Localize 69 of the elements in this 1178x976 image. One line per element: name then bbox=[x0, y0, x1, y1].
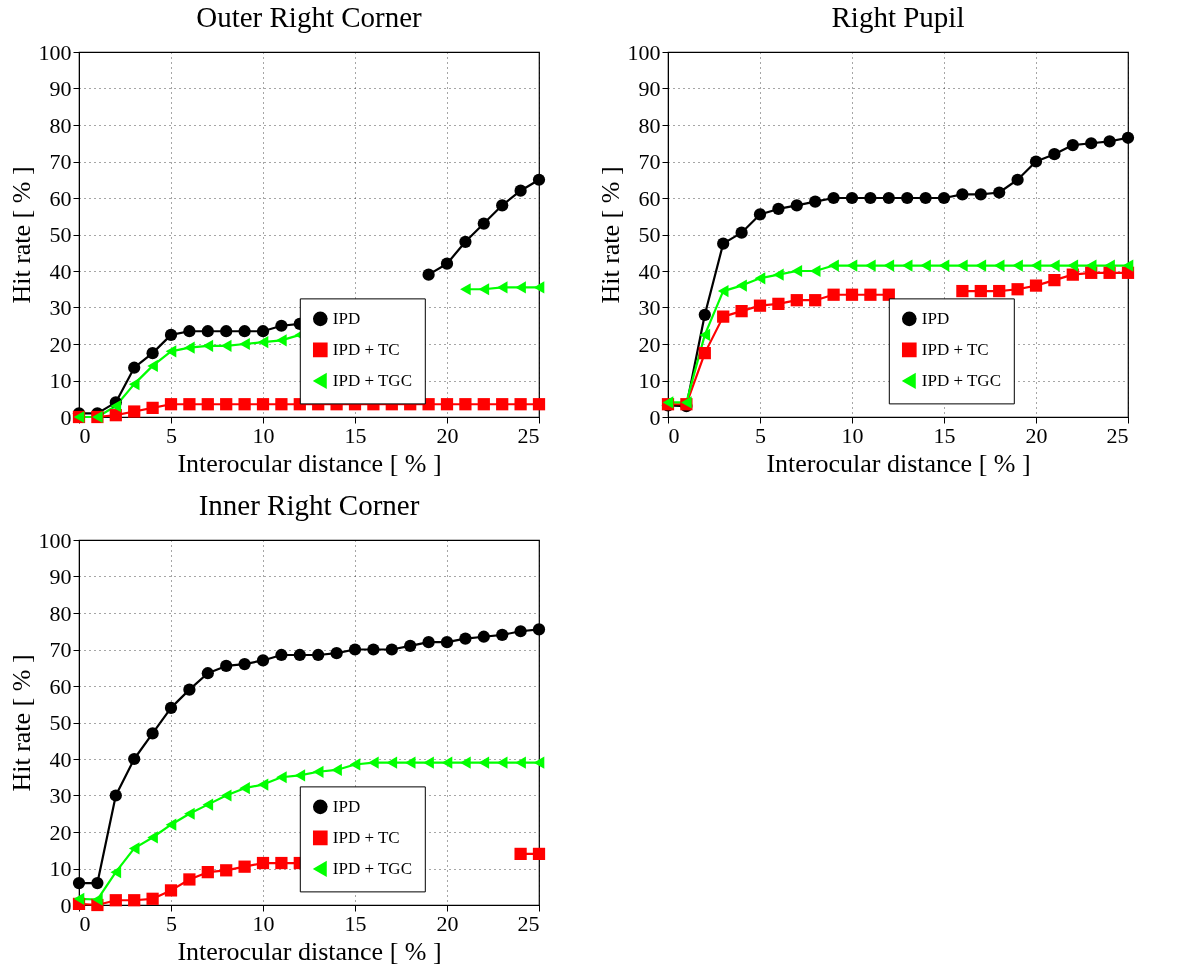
x-tick-label: 5 bbox=[755, 422, 766, 448]
y-tick-label: 20 bbox=[638, 331, 661, 357]
y-tick-label: 0 bbox=[649, 404, 661, 430]
y-tick-label: 40 bbox=[49, 258, 72, 284]
x-tick-label: 5 bbox=[166, 910, 177, 936]
x-tick-label: 0 bbox=[668, 422, 680, 448]
legend-label: IPD + TGC bbox=[921, 370, 1001, 390]
y-tick-label: 30 bbox=[49, 295, 72, 320]
y-tick-label: 70 bbox=[638, 149, 661, 174]
x-tick-label: 25 bbox=[517, 422, 540, 448]
y-tick-label: 40 bbox=[638, 258, 661, 284]
y-tick-label: 80 bbox=[49, 112, 72, 138]
y-tick-label: 100 bbox=[38, 527, 72, 553]
x-tick-label: 20 bbox=[1025, 422, 1048, 448]
y-tick-label: 60 bbox=[638, 185, 661, 211]
legend-label: IPD bbox=[921, 308, 950, 328]
y-tick-label: 20 bbox=[49, 819, 72, 845]
x-tick-label: 15 bbox=[933, 422, 956, 448]
y-tick-label: 10 bbox=[49, 368, 72, 393]
y-tick-label: 30 bbox=[49, 783, 72, 808]
chart-title: Inner Right Corner bbox=[198, 489, 420, 521]
legend-label: IPD + TGC bbox=[332, 858, 412, 878]
x-tick-label: 15 bbox=[344, 910, 367, 936]
x-tick-label: 15 bbox=[344, 422, 367, 448]
y-axis-title: Hit rate [ % ] bbox=[6, 654, 36, 792]
y-tick-label: 50 bbox=[49, 222, 72, 247]
y-tick-label: 40 bbox=[49, 746, 72, 772]
x-tick-label: 20 bbox=[436, 910, 459, 936]
x-tick-label: 25 bbox=[517, 910, 540, 936]
y-tick-label: 50 bbox=[638, 222, 661, 247]
chart-title: Right Pupil bbox=[831, 1, 965, 33]
y-tick-label: 10 bbox=[638, 368, 661, 393]
y-tick-label: 80 bbox=[49, 600, 72, 626]
legend-label: IPD + TC bbox=[921, 339, 989, 359]
legend-label: IPD + TC bbox=[332, 827, 400, 847]
y-tick-label: 90 bbox=[49, 564, 72, 589]
y-axis-title: Hit rate [ % ] bbox=[595, 166, 625, 304]
y-tick-label: 60 bbox=[49, 185, 72, 211]
x-tick-label: 10 bbox=[252, 910, 275, 936]
x-tick-label: 20 bbox=[436, 422, 459, 448]
y-tick-label: 70 bbox=[49, 637, 72, 662]
x-tick-label: 10 bbox=[252, 422, 275, 448]
chart-title: Outer Right Corner bbox=[196, 1, 423, 33]
x-axis-title: Interocular distance [ % ] bbox=[177, 936, 442, 966]
y-tick-label: 90 bbox=[49, 76, 72, 101]
x-tick-label: 0 bbox=[79, 910, 91, 936]
y-tick-label: 90 bbox=[638, 76, 661, 101]
y-tick-label: 70 bbox=[49, 149, 72, 174]
y-tick-label: 0 bbox=[60, 892, 72, 918]
y-tick-label: 0 bbox=[60, 404, 72, 430]
legend-label: IPD bbox=[332, 308, 361, 328]
x-tick-label: 10 bbox=[841, 422, 864, 448]
y-tick-label: 10 bbox=[49, 856, 72, 881]
y-axis-title: Hit rate [ % ] bbox=[6, 166, 36, 304]
y-tick-label: 60 bbox=[49, 673, 72, 699]
legend-label: IPD + TC bbox=[332, 339, 400, 359]
legend-label: IPD bbox=[332, 796, 361, 816]
x-axis-title: Interocular distance [ % ] bbox=[177, 448, 442, 478]
x-tick-label: 5 bbox=[166, 422, 177, 448]
y-tick-label: 80 bbox=[638, 112, 661, 138]
x-axis-title: Interocular distance [ % ] bbox=[766, 448, 1031, 478]
x-tick-label: 25 bbox=[1106, 422, 1129, 448]
y-tick-label: 20 bbox=[49, 331, 72, 357]
y-tick-label: 30 bbox=[638, 295, 661, 320]
y-tick-label: 100 bbox=[38, 39, 72, 65]
legend-label: IPD + TGC bbox=[332, 370, 412, 390]
x-tick-label: 0 bbox=[79, 422, 91, 448]
y-tick-label: 50 bbox=[49, 710, 72, 735]
y-tick-label: 100 bbox=[627, 39, 661, 65]
